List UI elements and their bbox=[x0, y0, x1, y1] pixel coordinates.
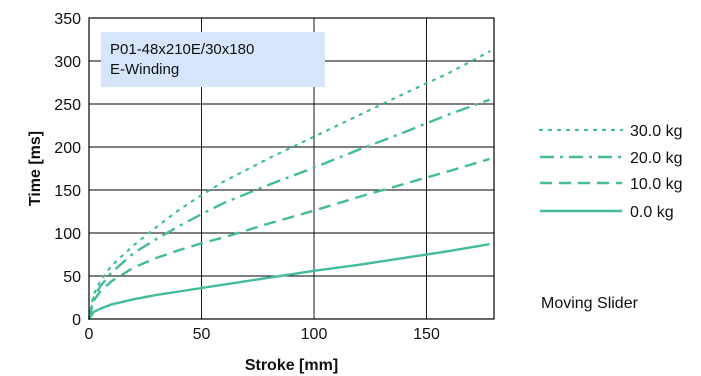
annotation-line-2: E-Winding bbox=[110, 61, 179, 78]
x-tick-label: 0 bbox=[85, 326, 94, 343]
series-lines bbox=[87, 50, 491, 321]
moving-slider-note: Moving Slider bbox=[541, 295, 639, 312]
y-axis-title: Time [ms] bbox=[27, 131, 44, 206]
series-line bbox=[87, 157, 490, 320]
y-tick-label: 250 bbox=[54, 97, 81, 114]
legend-label: 10.0 kg bbox=[630, 176, 682, 193]
y-tick-label: 300 bbox=[54, 54, 81, 71]
y-tick-label: 350 bbox=[54, 11, 81, 28]
legend-label: 20.0 kg bbox=[630, 150, 682, 167]
x-tick-label: 150 bbox=[413, 326, 440, 343]
y-tick-label: 200 bbox=[54, 140, 81, 157]
annotation-background bbox=[101, 32, 325, 87]
y-tick-label: 100 bbox=[54, 226, 81, 243]
legend-label: 30.0 kg bbox=[630, 123, 682, 140]
series-line bbox=[87, 50, 491, 321]
tick-labels: 0 50 100 150 0 50 100 150 200 250 300 350 bbox=[54, 11, 440, 343]
plot-frame bbox=[88, 17, 495, 320]
y-tick-label: 50 bbox=[63, 269, 81, 286]
series-line bbox=[87, 98, 490, 320]
x-axis-title: Stroke [mm] bbox=[245, 357, 338, 374]
annotation-line-1: P01-48x210E/30x180 bbox=[110, 41, 254, 58]
series-line bbox=[87, 243, 490, 320]
y-tick-label: 150 bbox=[54, 183, 81, 200]
legend: 30.0 kg 20.0 kg 10.0 kg 0.0 kg bbox=[538, 123, 682, 221]
x-tick-label: 100 bbox=[301, 326, 328, 343]
legend-label: 0.0 kg bbox=[630, 204, 674, 221]
y-tick-label: 0 bbox=[72, 312, 81, 329]
annotation-box: P01-48x210E/30x180 E-Winding bbox=[101, 32, 325, 87]
x-tick-label: 50 bbox=[193, 326, 211, 343]
